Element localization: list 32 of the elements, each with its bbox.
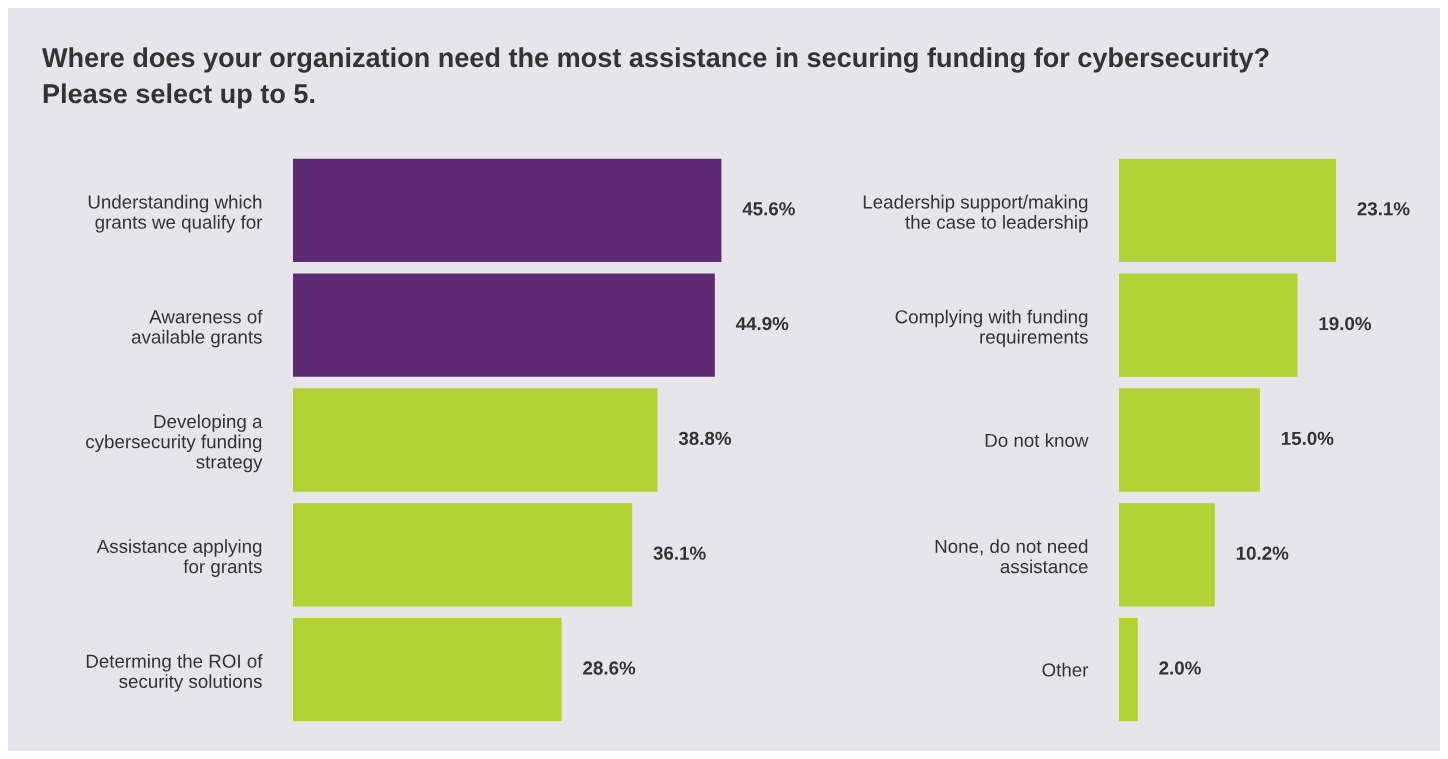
bar bbox=[293, 273, 715, 377]
y-tick-label: Assistance applying for grants bbox=[96, 539, 262, 577]
bar bbox=[293, 388, 658, 492]
data-label: 15.0% bbox=[1281, 431, 1334, 446]
bar bbox=[293, 617, 562, 722]
data-label: 23.1% bbox=[1357, 202, 1410, 216]
data-label: 28.6% bbox=[583, 661, 636, 675]
bar bbox=[293, 158, 722, 263]
data-label: 2.0% bbox=[1159, 661, 1201, 675]
chart-title: Where does your organization need the most assistance in securing funding for cybersecurity? bbox=[42, 47, 1269, 73]
y-tick-label: Awareness of available grants bbox=[131, 309, 263, 348]
y-tick-label: Complying with funding requirements bbox=[895, 309, 1088, 348]
y-tick-label: Leadership support/making the case to leadership bbox=[863, 194, 1088, 233]
data-label: 44.9% bbox=[735, 316, 789, 331]
bar bbox=[1119, 388, 1260, 492]
bar bbox=[1119, 617, 1138, 722]
bar bbox=[1119, 273, 1298, 377]
bar bbox=[1119, 158, 1337, 263]
y-tick-label: None, do not need assistance bbox=[935, 539, 1088, 574]
y-tick-label: Do not know bbox=[985, 433, 1089, 447]
data-label: 36.1% bbox=[653, 546, 706, 560]
y-tick-label: Other bbox=[1042, 662, 1089, 677]
y-tick-label: Determing the ROI of security solutions bbox=[86, 654, 263, 692]
bar bbox=[293, 503, 633, 607]
data-label: 10.2% bbox=[1236, 546, 1289, 560]
data-label: 45.6% bbox=[742, 202, 795, 216]
y-tick-label: Developing a cybersecurity funding strategy bbox=[86, 414, 263, 473]
y-tick-label: Understanding which grants we qualify for bbox=[88, 194, 263, 233]
data-label: 19.0% bbox=[1319, 316, 1371, 331]
chart-subtitle: Please select up to 5. bbox=[43, 83, 315, 109]
bar bbox=[1119, 503, 1215, 607]
data-label: 38.8% bbox=[678, 431, 732, 446]
